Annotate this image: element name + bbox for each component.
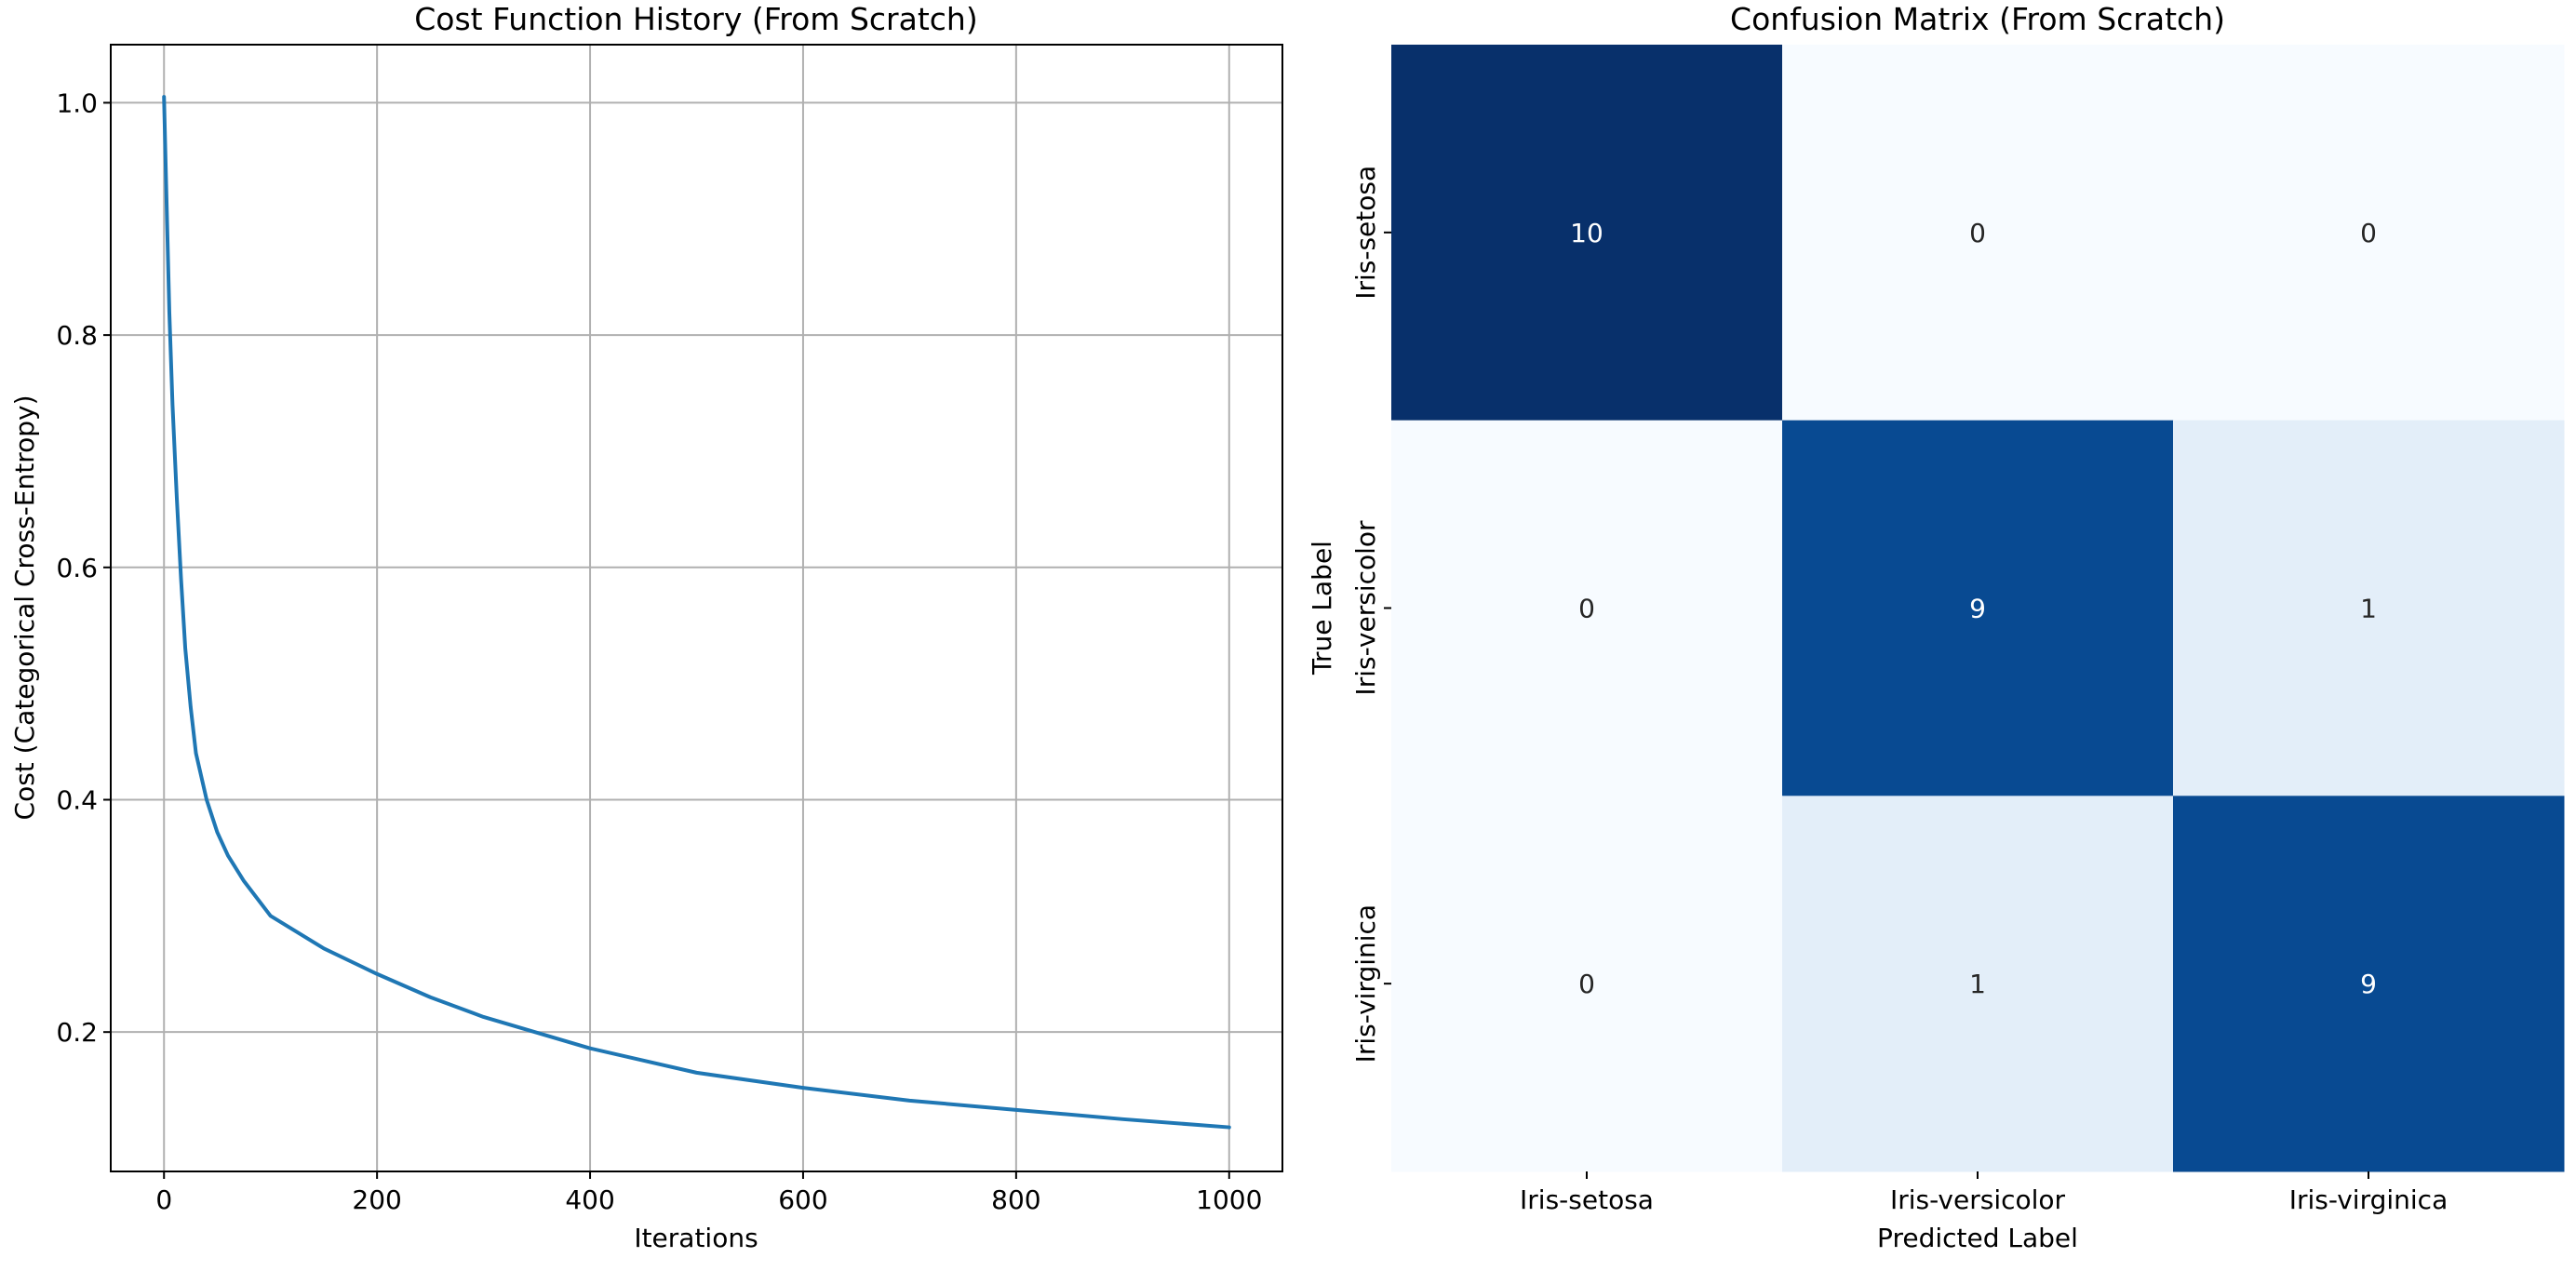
heatmap-cell [2173,45,2565,421]
x-tick-label: 600 [778,1184,827,1215]
y-tick-label: 0.4 [56,784,98,815]
cell-value-label: 9 [1969,594,1986,624]
y-ticks: Iris-setosa Iris-versicolor Iris-virginica [1350,166,1391,1064]
y-tick-label: 1.0 [56,87,98,118]
heatmap-cell [1391,796,1783,1172]
x-axis-label: Predicted Label [1877,1223,2078,1253]
y-tick-label: Iris-setosa [1350,166,1381,300]
y-tick-label: 0.2 [56,1017,98,1048]
heatmap-cell [1782,796,2174,1172]
x-tick-label: Iris-virginica [2289,1184,2449,1215]
x-tick-label: 400 [565,1184,614,1215]
y-tick-label: 0.6 [56,553,98,583]
heatmap-cell [2173,796,2565,1172]
x-axis-label: Iterations [634,1223,758,1253]
x-tick-label: 1000 [1196,1184,1262,1215]
y-axis-label: True Label [1307,541,1337,676]
x-tick-label: Iris-versicolor [1890,1184,2066,1215]
chart-title: Cost Function History (From Scratch) [414,1,977,37]
chart-title: Confusion Matrix (From Scratch) [1730,1,2225,37]
y-axis-label: Cost (Categorical Cross-Entropy) [9,395,40,821]
x-ticks: 0 200 400 600 800 1000 [155,1171,1262,1215]
cell-value-label: 0 [1969,218,1986,248]
cost-history-chart: Cost Function History (From Scratch) 0 20… [9,1,1283,1253]
plot-frame [110,44,1283,1172]
heatmap-cell [1391,45,1783,421]
heatmap-cells: 10 0 00 9 10 1 9 [1391,45,2565,1172]
x-ticks: Iris-setosa Iris-versicolor Iris-virginica [1520,1171,2448,1215]
cell-value-label: 0 [1578,969,1595,999]
x-tick-label: 0 [155,1184,172,1215]
cell-value-label: 9 [2360,969,2377,999]
cell-value-label: 1 [2360,594,2377,624]
y-tick-label: 0.8 [56,320,98,351]
x-tick-label: 200 [352,1184,401,1215]
heatmap-cell [1782,45,2174,421]
cost-series-line [162,95,1231,1130]
y-tick-label: Iris-versicolor [1350,520,1381,696]
heatmap-cell [2173,420,2565,796]
heatmap-cell [1782,420,2174,796]
x-tick-label: Iris-setosa [1520,1184,1654,1215]
cell-value-label: 0 [1578,594,1595,624]
cell-value-label: 10 [1570,218,1603,248]
cell-value-label: 0 [2360,218,2377,248]
confusion-matrix-chart: Confusion Matrix (From Scratch) 10 0 00 9 10… [1307,1,2565,1253]
cell-value-label: 1 [1969,969,1986,999]
y-ticks: 0.2 0.4 0.6 0.8 1.0 [56,87,111,1048]
y-tick-label: Iris-virginica [1350,904,1381,1064]
x-tick-label: 800 [991,1184,1040,1215]
heatmap-cell [1391,420,1783,796]
gridlines [111,45,1282,1171]
